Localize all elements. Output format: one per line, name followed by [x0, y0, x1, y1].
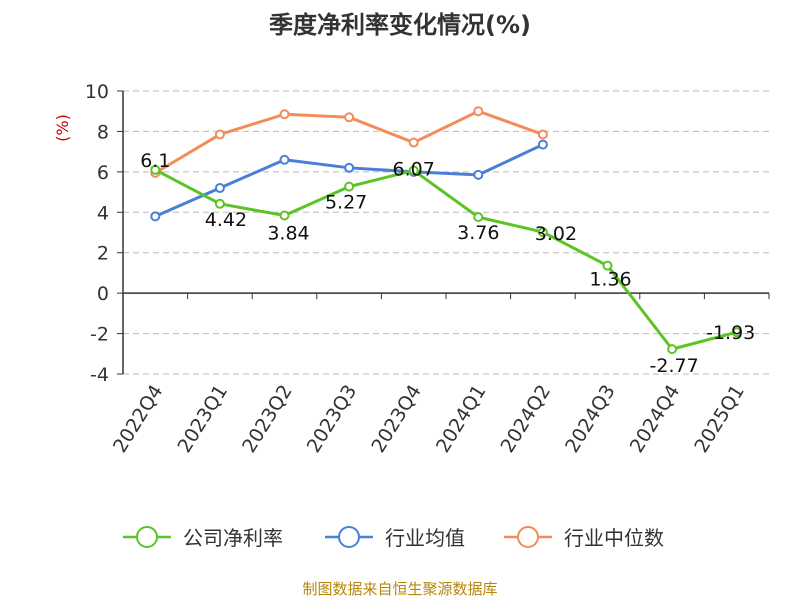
data-point[interactable] — [602, 260, 613, 271]
y-tick-labels: 10 8 6 4 2 0 -2 -4 — [85, 81, 109, 386]
x-tick-label: 2023Q2 — [238, 381, 297, 457]
data-point[interactable] — [537, 139, 548, 150]
y-tick-label: 2 — [97, 243, 109, 265]
y-tick-label: 4 — [97, 202, 109, 224]
data-point[interactable] — [279, 154, 290, 165]
grid-lines — [123, 90, 769, 375]
data-point[interactable] — [344, 162, 355, 173]
x-tick-label: 2024Q4 — [626, 381, 685, 457]
data-label: 3.02 — [535, 223, 577, 245]
data-point[interactable] — [731, 327, 742, 338]
data-point[interactable] — [537, 227, 548, 238]
chart-title: 季度净利率变化情况(%) — [269, 11, 531, 39]
y-tick-label: 0 — [97, 283, 109, 305]
source-note: 制图数据来自恒生聚源数据库 — [302, 580, 497, 598]
legend-item-0[interactable]: 公司净利率 — [123, 526, 283, 550]
data-point[interactable] — [214, 198, 225, 209]
y-tick-label: -2 — [90, 324, 109, 346]
x-tick-label: 2022Q4 — [109, 381, 168, 457]
series-0 — [150, 164, 742, 355]
data-label: 3.84 — [267, 223, 309, 245]
data-point[interactable] — [667, 344, 678, 355]
data-label: 4.42 — [205, 209, 247, 231]
data-point[interactable] — [150, 211, 161, 222]
data-point[interactable] — [344, 112, 355, 123]
data-point[interactable] — [473, 106, 484, 117]
data-point[interactable] — [279, 210, 290, 221]
x-tick-label: 2023Q4 — [367, 381, 426, 457]
data-point[interactable] — [150, 164, 161, 175]
data-label: 5.27 — [325, 192, 367, 214]
legend-label: 行业中位数 — [564, 526, 664, 550]
data-point[interactable] — [537, 129, 548, 140]
x-tick-label: 2024Q2 — [497, 381, 556, 457]
y-tick-label: -4 — [90, 364, 109, 386]
data-point[interactable] — [214, 183, 225, 194]
data-point[interactable] — [344, 181, 355, 192]
data-point[interactable] — [214, 129, 225, 140]
data-point[interactable] — [473, 212, 484, 223]
y-tick-label: 8 — [97, 121, 109, 143]
x-tick-label: 2023Q3 — [303, 381, 362, 457]
data-labels: 6.1 4.42 3.84 5.27 6.07 3.76 3.02 1.36 -2.77 -1.9… — [140, 150, 755, 377]
legend-marker-icon — [517, 526, 539, 548]
legend-marker-icon — [338, 526, 360, 548]
legend-item-1[interactable]: 行业均值 — [325, 526, 465, 550]
series-line — [154, 168, 738, 351]
x-tick-label: 2024Q3 — [561, 381, 620, 457]
data-label: 1.36 — [589, 269, 631, 291]
data-point[interactable] — [408, 137, 419, 148]
data-label: 3.76 — [457, 222, 499, 244]
data-label: 6.07 — [393, 158, 435, 180]
legend[interactable]: 公司净利率 行业均值 行业中位数 — [123, 526, 664, 550]
series-lines — [150, 106, 742, 355]
legend-label: 公司净利率 — [183, 526, 283, 550]
legend-item-2[interactable]: 行业中位数 — [504, 526, 664, 550]
legend-marker-icon — [136, 526, 158, 548]
legend-label: 行业均值 — [385, 526, 465, 550]
data-point[interactable] — [408, 165, 419, 176]
data-point[interactable] — [473, 169, 484, 180]
x-tick-label: 2023Q1 — [174, 381, 233, 457]
y-tick-label: 10 — [85, 81, 109, 103]
data-point[interactable] — [279, 109, 290, 120]
y-axis-label: (%) — [53, 114, 72, 142]
y-tick-label: 6 — [97, 162, 109, 184]
data-label: -2.77 — [650, 355, 699, 377]
data-label: -1.93 — [706, 322, 755, 344]
x-tick-labels: 2022Q4 2023Q1 2023Q2 2023Q3 2023Q4 2024Q1 2024… — [109, 381, 749, 457]
axes — [117, 90, 770, 375]
data-label: 6.1 — [140, 150, 170, 172]
x-tick-label: 2024Q1 — [432, 381, 491, 457]
x-tick-label: 2025Q1 — [690, 381, 749, 457]
